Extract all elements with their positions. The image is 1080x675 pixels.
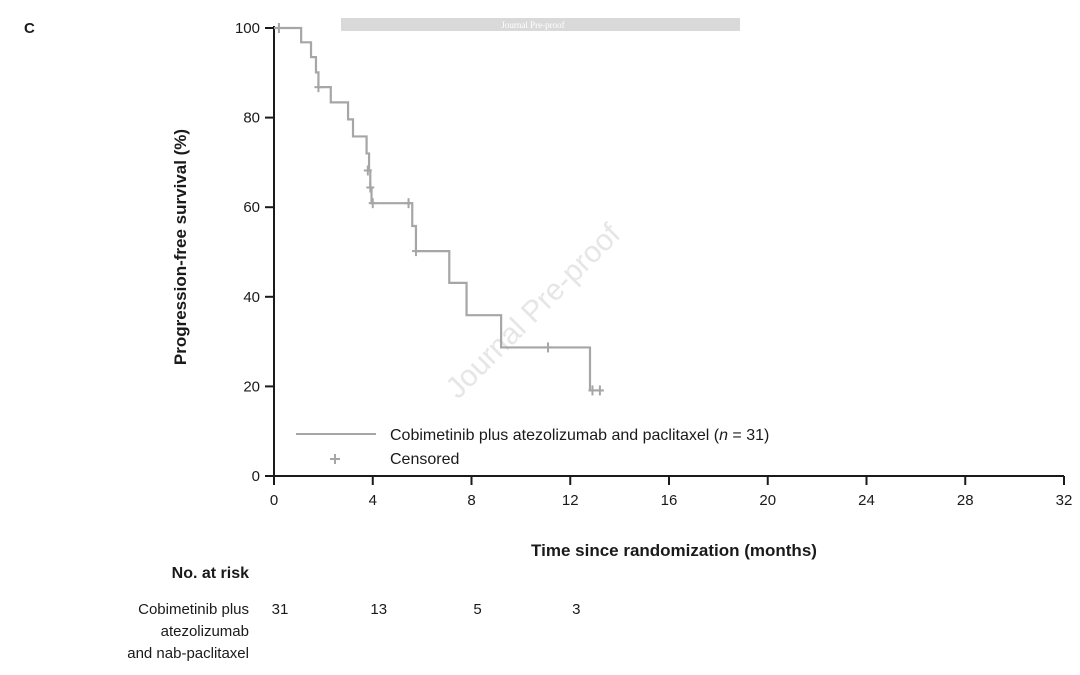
censor-mark bbox=[314, 82, 323, 93]
x-tick-label: 4 bbox=[369, 492, 377, 509]
censor-mark bbox=[404, 198, 413, 209]
censor-mark bbox=[595, 385, 604, 396]
x-tick-label: 20 bbox=[759, 492, 776, 509]
censor-mark bbox=[588, 385, 597, 396]
risk-count: 13 bbox=[370, 601, 387, 618]
km-curve-0 bbox=[274, 26, 603, 392]
watermark: Journal Pre-proof bbox=[440, 217, 628, 405]
x-tick-label: 0 bbox=[270, 492, 278, 509]
y-tick-label: 80 bbox=[243, 110, 260, 127]
x-axis-title: Time since randomization (months) bbox=[531, 541, 817, 560]
legend: Cobimetinib plus atezolizumab and paclit… bbox=[296, 427, 769, 468]
censor-mark bbox=[363, 165, 372, 176]
risk-group-label-3: and nab-paclitaxel bbox=[127, 645, 249, 662]
risk-count: 31 bbox=[272, 601, 289, 618]
risk-count: 5 bbox=[473, 601, 481, 618]
ticks: 0 20 40 60 80 100 0 4 8 12 16 20 24 28 32 bbox=[235, 20, 1072, 509]
x-tick-label: 12 bbox=[562, 492, 579, 509]
banner-bar bbox=[341, 18, 740, 31]
y-tick-label: 60 bbox=[243, 199, 260, 216]
y-tick-label: 100 bbox=[235, 20, 260, 37]
curve-layer bbox=[274, 26, 603, 392]
y-tick-label: 0 bbox=[252, 468, 260, 485]
censor-layer bbox=[274, 23, 604, 396]
x-tick-label: 28 bbox=[957, 492, 974, 509]
legend-censored-label: Censored bbox=[390, 451, 459, 468]
risk-table: No. at risk Cobimetinib plus atezolizuma… bbox=[127, 565, 580, 662]
legend-series-label: Cobimetinib plus atezolizumab and paclit… bbox=[390, 427, 769, 444]
censor-mark bbox=[368, 198, 377, 209]
panel-label: C bbox=[24, 20, 35, 37]
risk-count: 3 bbox=[572, 601, 580, 618]
y-tick-label: 20 bbox=[243, 378, 260, 395]
y-axis-title: Progression-free survival (%) bbox=[171, 129, 190, 365]
x-tick-label: 16 bbox=[661, 492, 678, 509]
censor-mark bbox=[366, 182, 375, 193]
censor-mark bbox=[411, 246, 420, 257]
censor-mark bbox=[274, 23, 283, 33]
x-tick-label: 32 bbox=[1056, 492, 1073, 509]
x-tick-label: 24 bbox=[858, 492, 875, 509]
axes bbox=[273, 26, 1064, 477]
banner-text: Journal Pre-proof bbox=[501, 20, 564, 30]
censor-mark bbox=[544, 342, 553, 353]
risk-group-label-2: atezolizumab bbox=[161, 623, 249, 640]
risk-values: 31 13 5 3 bbox=[272, 601, 581, 618]
legend-censor-marker bbox=[330, 454, 340, 464]
risk-table-title: No. at risk bbox=[172, 565, 249, 582]
x-tick-label: 8 bbox=[467, 492, 475, 509]
risk-group-label-1: Cobimetinib plus bbox=[138, 601, 249, 618]
y-tick-label: 40 bbox=[243, 289, 260, 306]
